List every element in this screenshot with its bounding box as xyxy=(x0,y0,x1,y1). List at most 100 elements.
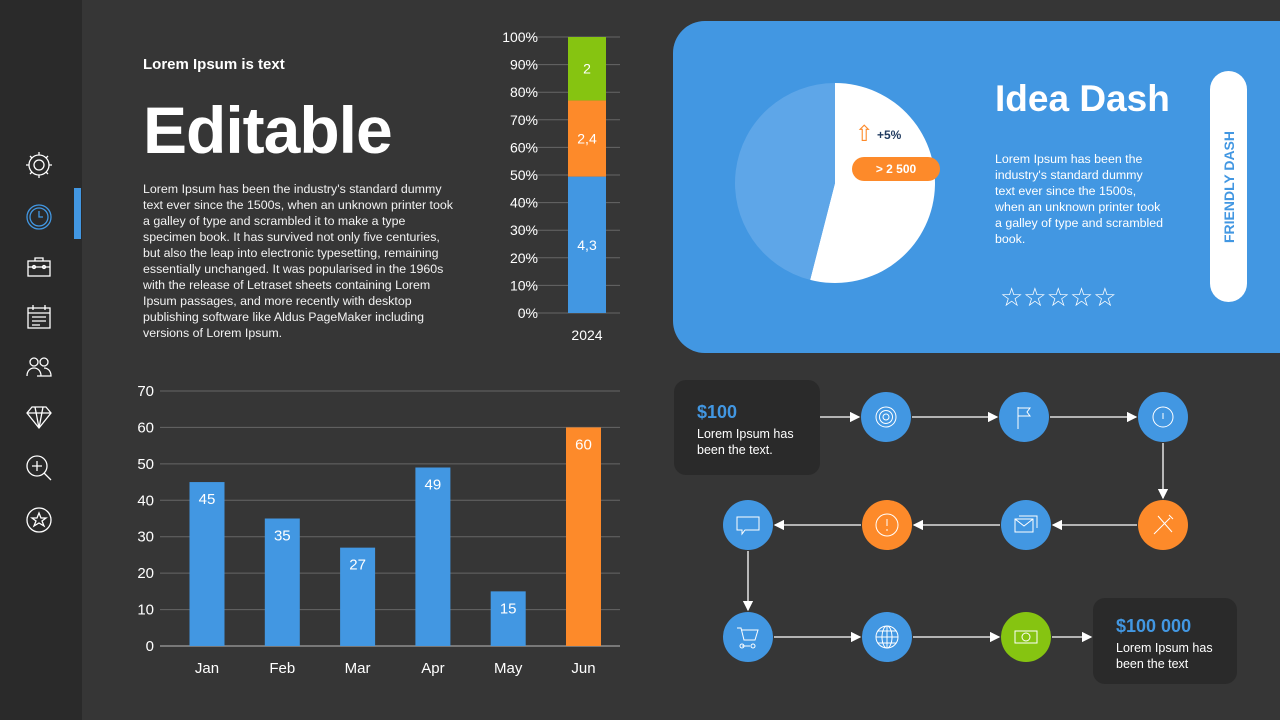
category-label: 2024 xyxy=(571,327,602,343)
end-text: Lorem Ipsum has been the text xyxy=(1116,641,1213,671)
start-text: Lorem Ipsum has been the text. xyxy=(697,427,794,457)
tick-label: 10 xyxy=(137,602,154,619)
start-card: $100 Lorem Ipsum has been the text. xyxy=(674,380,820,475)
start-value: $100 xyxy=(697,402,738,422)
tick-label: 40% xyxy=(510,195,538,211)
tick-label: 10% xyxy=(510,277,538,293)
tick-label: 70% xyxy=(510,112,538,128)
data-label: 2 xyxy=(583,61,591,77)
tick-label: 60% xyxy=(510,139,538,155)
mail-icon xyxy=(1014,515,1038,533)
data-label: 60 xyxy=(575,436,592,453)
tick-label: 100% xyxy=(502,29,538,45)
pill-label: FRIENDLY DASH xyxy=(1221,130,1237,244)
bar xyxy=(415,467,451,646)
flow-step[interactable] xyxy=(1001,500,1051,550)
data-label: 45 xyxy=(199,491,216,508)
category-label: Mar xyxy=(345,660,371,677)
friendly-dash-button[interactable] xyxy=(1210,71,1247,302)
step-circle xyxy=(723,612,773,662)
flow-step[interactable] xyxy=(1138,500,1188,550)
users-icon[interactable] xyxy=(24,351,54,381)
flow-step[interactable] xyxy=(862,612,912,662)
body-text: Lorem Ipsum has been the industry's stan… xyxy=(143,182,453,340)
tick-label: 50% xyxy=(510,167,538,183)
pie-chart xyxy=(735,83,935,283)
step-circle xyxy=(861,392,911,442)
category-label: Jan xyxy=(195,660,219,677)
end-value: $100 000 xyxy=(1116,616,1192,636)
tick-label: 30% xyxy=(510,222,538,238)
data-label: 27 xyxy=(349,557,366,574)
tick-label: 0% xyxy=(518,305,538,321)
money-icon xyxy=(1014,630,1038,644)
tick-label: 70 xyxy=(137,383,154,400)
globe-icon xyxy=(875,625,899,649)
flag-icon xyxy=(1017,407,1031,429)
zoom-in-icon[interactable] xyxy=(24,453,54,483)
end-card: $100 000 Lorem Ipsum has been the text xyxy=(1093,598,1237,684)
gear-icon[interactable] xyxy=(24,150,54,180)
arrow-up-icon: ⇧ xyxy=(855,121,874,146)
flow-step[interactable] xyxy=(723,500,773,550)
panel-title: Idea Dash xyxy=(995,78,1170,119)
bar-segment xyxy=(568,37,606,101)
star-circle-icon[interactable] xyxy=(24,505,54,535)
category-label: Feb xyxy=(269,660,295,677)
flow-step[interactable] xyxy=(861,392,911,442)
page-title: Editable xyxy=(143,93,393,167)
category-label: Jun xyxy=(571,660,595,677)
timer-icon xyxy=(1152,406,1174,428)
tools-icon xyxy=(1153,514,1174,535)
tick-label: 0 xyxy=(146,638,154,655)
data-label: 4,3 xyxy=(577,237,597,253)
data-label: 2,4 xyxy=(577,131,597,147)
target-icon xyxy=(875,406,897,428)
chat-icon xyxy=(736,516,760,536)
bar xyxy=(189,482,225,646)
tick-label: 50 xyxy=(137,456,154,473)
active-indicator xyxy=(74,188,81,239)
tick-label: 20% xyxy=(510,250,538,266)
tick-label: 80% xyxy=(510,84,538,100)
category-label: May xyxy=(494,660,523,677)
tick-label: 60 xyxy=(137,419,154,436)
flow-step[interactable] xyxy=(723,612,773,662)
bar-segment xyxy=(568,100,606,177)
bar xyxy=(340,547,376,646)
clock-icon[interactable] xyxy=(24,202,54,232)
bar xyxy=(264,518,300,646)
flow-step[interactable] xyxy=(1138,392,1188,442)
pie-slice xyxy=(810,83,935,283)
kicker: Lorem Ipsum is text xyxy=(143,56,285,73)
data-label: 35 xyxy=(274,528,291,545)
panel-body: Lorem Ipsum has been the industry's stan… xyxy=(995,152,1164,246)
value-badge: > 2 500 xyxy=(852,157,940,181)
bar xyxy=(566,427,601,646)
flow-step[interactable] xyxy=(862,500,912,550)
step-circle xyxy=(723,500,773,550)
monthly-bar-chart: 0 10 20 30 40 50 60 70 45 Jan 35 Feb 27 Mar 49 Apr 15 May… xyxy=(137,383,620,677)
tick-label: 90% xyxy=(510,57,538,73)
tick-label: 40 xyxy=(137,492,154,509)
tick-label: 20 xyxy=(137,565,154,582)
change-label: +5% xyxy=(877,128,902,142)
category-label: Apr xyxy=(421,660,444,677)
flow-step[interactable] xyxy=(999,392,1049,442)
data-label: 49 xyxy=(425,477,442,494)
flow-step[interactable] xyxy=(1001,612,1051,662)
calendar-icon[interactable] xyxy=(24,302,54,332)
alert-icon xyxy=(875,513,899,537)
bar-segment xyxy=(568,176,606,313)
step-circle xyxy=(999,392,1049,442)
data-label: 15 xyxy=(500,600,517,617)
toolbox-icon[interactable] xyxy=(24,252,54,282)
bar xyxy=(490,591,526,646)
step-circle xyxy=(1001,612,1051,662)
pie-slice xyxy=(735,83,835,280)
stacked-bar-chart: 0% 10% 20% 30% 40% 50% 60% 70% 80% 90% 100% 4,3 2,4 2… xyxy=(502,29,620,343)
tick-label: 30 xyxy=(137,529,154,546)
star-rating[interactable]: ☆☆☆☆☆ xyxy=(1000,282,1117,312)
diamond-icon[interactable] xyxy=(24,401,54,431)
